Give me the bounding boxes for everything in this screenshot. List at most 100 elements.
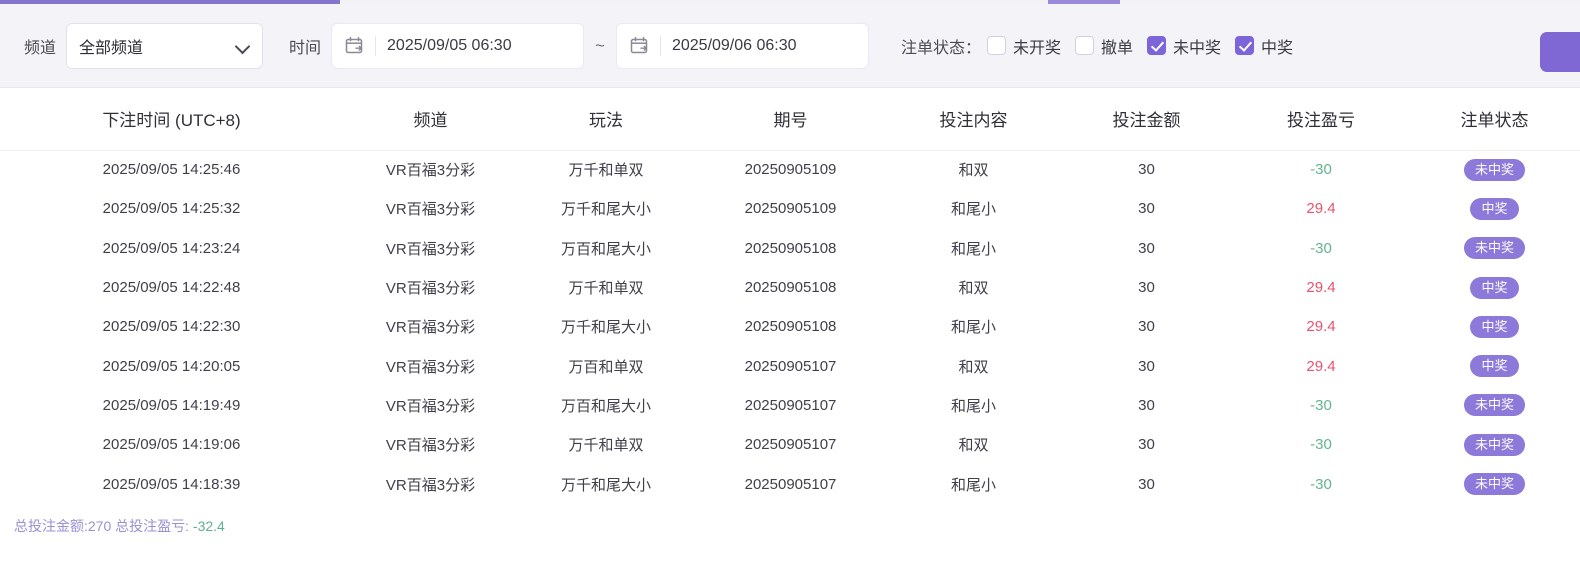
table-row[interactable]: 2025/09/05 14:20:05 VR百福3分彩 万百和单双 202509051…: [0, 346, 1580, 385]
status-checkbox-not-won[interactable]: 未中奖: [1147, 34, 1221, 58]
cell-bet-amount: 30: [1138, 200, 1155, 218]
cell-bet-amount: 30: [1138, 475, 1155, 493]
cell-bet-amount: 30: [1138, 318, 1155, 336]
column-header-period: 期号: [694, 88, 887, 151]
cell-bet-status: 未中奖: [1409, 150, 1580, 189]
status-badge[interactable]: 未中奖: [1463, 433, 1525, 456]
status-checkbox-label: 中奖: [1261, 39, 1294, 57]
checkbox-box: [986, 36, 1006, 55]
status-badge[interactable]: 中奖: [1470, 276, 1519, 299]
cell-channel: VR百福3分彩: [385, 240, 476, 258]
cell-bet-status: 中奖: [1409, 189, 1580, 228]
filter-bar: 频道 全部频道 时间 2025/09/05 06:30 ~: [0, 4, 1580, 88]
table-body: 2025/09/05 14:25:46 VR百福3分彩 万千和单双 202509051…: [0, 150, 1580, 504]
table-row[interactable]: 2025/09/05 14:23:24 VR百福3分彩 万百和尾大小 20250905…: [0, 229, 1580, 268]
start-date-value: 2025/09/05 06:30: [387, 36, 512, 54]
table-row[interactable]: 2025/09/05 14:25:46 VR百福3分彩 万千和单双 202509051…: [0, 150, 1580, 189]
start-date-input[interactable]: 2025/09/05 06:30: [331, 22, 585, 69]
cell-bet-time: 2025/09/05 14:19:49: [102, 396, 241, 414]
table-row[interactable]: 2025/09/05 14:22:48 VR百福3分彩 万千和单双 202509051…: [0, 268, 1580, 307]
cell-bet-content: 和尾小: [950, 476, 996, 494]
date-divider: [375, 35, 377, 56]
status-badge[interactable]: 未中奖: [1463, 473, 1525, 496]
cell-bet-status: 中奖: [1409, 268, 1580, 307]
cell-bet-profit: 29.4: [1306, 279, 1336, 297]
table-header: 下注时间 (UTC+8) 频道 玩法 期号 投注内容 投注金额 投注盈亏 注单状…: [0, 88, 1580, 151]
status-badge[interactable]: 未中奖: [1463, 158, 1525, 181]
cell-play-type: 万百和单双: [568, 358, 644, 376]
table-header-row: 下注时间 (UTC+8) 频道 玩法 期号 投注内容 投注金额 投注盈亏 注单状…: [0, 88, 1580, 151]
status-checkbox-undrawn[interactable]: 未开奖: [986, 34, 1061, 58]
time-filter-group: 时间 2025/09/05 06:30 ~: [289, 22, 869, 69]
cell-bet-content: 和双: [958, 437, 989, 455]
cell-period: 20250905107: [744, 436, 837, 454]
cell-play-type: 万百和尾大小: [560, 240, 651, 258]
end-date-input[interactable]: 2025/09/06 06:30: [615, 22, 869, 69]
status-checkbox-won[interactable]: 中奖: [1235, 34, 1293, 58]
status-badge[interactable]: 未中奖: [1463, 394, 1525, 417]
channel-filter-group: 频道 全部频道: [24, 22, 264, 69]
cell-bet-content: 和双: [958, 280, 989, 298]
status-checkbox-label: 撤单: [1101, 39, 1134, 57]
status-checkbox-label: 未开奖: [1012, 39, 1061, 57]
cell-bet-content: 和尾小: [950, 319, 996, 337]
status-badge[interactable]: 中奖: [1470, 355, 1519, 378]
cell-bet-time: 2025/09/05 14:22:30: [102, 318, 241, 336]
cell-bet-profit: -30: [1310, 239, 1332, 257]
search-submit-button[interactable]: [1540, 32, 1580, 72]
cell-bet-amount: 30: [1138, 436, 1155, 454]
table-row[interactable]: 2025/09/05 14:25:32 VR百福3分彩 万千和尾大小 20250905…: [0, 189, 1580, 228]
cell-play-type: 万千和单双: [568, 437, 644, 455]
cell-channel: VR百福3分彩: [385, 476, 476, 494]
bet-records-table: 下注时间 (UTC+8) 频道 玩法 期号 投注内容 投注金额 投注盈亏 注单状…: [0, 88, 1580, 504]
cell-bet-profit: -30: [1310, 396, 1332, 414]
cell-bet-amount: 30: [1138, 161, 1155, 179]
cell-play-type: 万千和尾大小: [560, 319, 651, 337]
cell-period: 20250905108: [744, 239, 837, 257]
channel-select[interactable]: 全部频道: [66, 22, 264, 69]
column-header-bet-time: 下注时间 (UTC+8): [0, 88, 343, 151]
cell-period: 20250905109: [744, 161, 837, 179]
table-row[interactable]: 2025/09/05 14:22:30 VR百福3分彩 万千和尾大小 20250905…: [0, 307, 1580, 346]
cell-bet-status: 中奖: [1409, 307, 1580, 346]
table-row[interactable]: 2025/09/05 14:19:06 VR百福3分彩 万千和单双 202509051…: [0, 425, 1580, 464]
status-filter-group: 注单状态： 未开奖 撤单 未中奖 中奖: [901, 34, 1293, 58]
date-range-separator: ~: [595, 35, 605, 55]
cell-bet-profit: -30: [1310, 161, 1332, 179]
status-badge[interactable]: 未中奖: [1463, 237, 1525, 260]
cell-channel: VR百福3分彩: [385, 358, 476, 376]
cell-bet-time: 2025/09/05 14:19:06: [102, 436, 241, 454]
top-accent-strip: [0, 0, 1580, 4]
channel-label: 频道: [24, 39, 57, 57]
cell-bet-time: 2025/09/05 14:18:39: [102, 475, 241, 493]
cell-bet-profit: 29.4: [1306, 357, 1336, 375]
cell-bet-status: 未中奖: [1409, 425, 1580, 464]
calendar-icon: [344, 35, 365, 56]
checkbox-box: [1075, 36, 1094, 55]
status-badge[interactable]: 中奖: [1470, 315, 1519, 338]
total-amount-label: 总投注金额:270: [14, 517, 112, 534]
cell-bet-profit: -30: [1310, 475, 1332, 493]
channel-selected-value: 全部频道: [79, 39, 144, 57]
status-badge[interactable]: 中奖: [1470, 197, 1519, 220]
cell-bet-status: 未中奖: [1409, 464, 1580, 503]
cell-bet-amount: 30: [1138, 357, 1155, 375]
cell-bet-content: 和双: [958, 358, 989, 376]
cell-channel: VR百福3分彩: [385, 319, 476, 337]
cell-channel: VR百福3分彩: [385, 437, 476, 455]
cell-bet-time: 2025/09/05 14:25:32: [102, 200, 241, 218]
table-row[interactable]: 2025/09/05 14:18:39 VR百福3分彩 万千和尾大小 20250905…: [0, 464, 1580, 503]
table-row[interactable]: 2025/09/05 14:19:49 VR百福3分彩 万百和尾大小 20250905…: [0, 386, 1580, 425]
column-header-bet-amount: 投注金额: [1060, 88, 1233, 151]
cell-bet-amount: 30: [1138, 239, 1155, 257]
cell-bet-profit: -30: [1310, 436, 1332, 454]
cell-bet-profit: 29.4: [1306, 200, 1336, 218]
summary-footer: 总投注金额:270 总投注盈亏: -32.4: [0, 504, 1580, 536]
cell-bet-amount: 30: [1138, 396, 1155, 414]
column-header-play-type: 玩法: [518, 88, 694, 151]
cell-channel: VR百福3分彩: [385, 397, 476, 415]
chevron-down-icon: [236, 39, 250, 53]
cell-play-type: 万千和单双: [568, 162, 644, 180]
cell-play-type: 万千和尾大小: [560, 476, 651, 494]
status-checkbox-cancelled[interactable]: 撤单: [1075, 34, 1133, 58]
